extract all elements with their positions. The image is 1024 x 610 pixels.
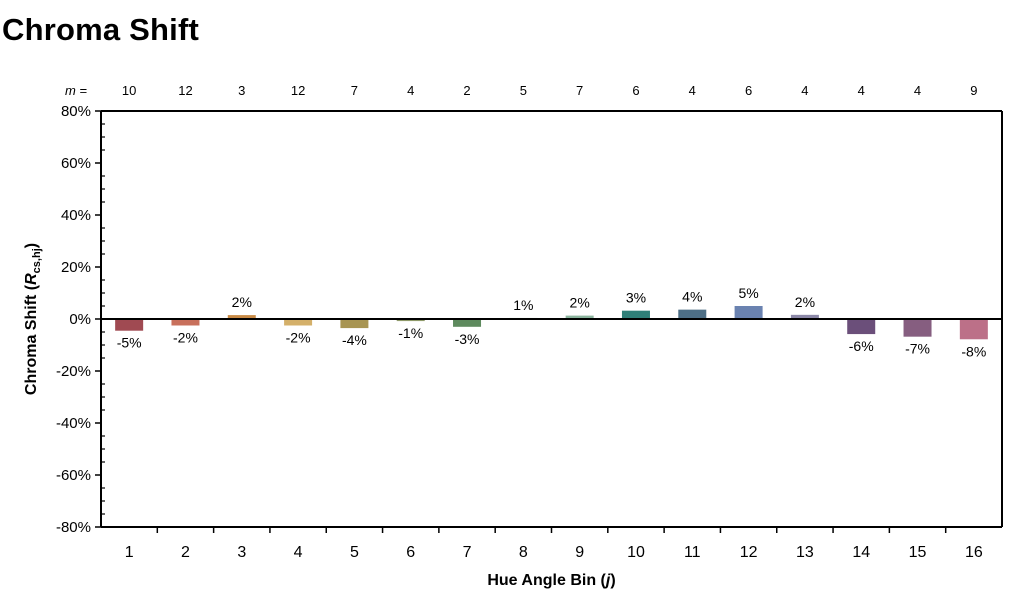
data-label-13: 2% <box>795 294 815 310</box>
x-tick-label-12: 12 <box>740 544 758 561</box>
bar-10 <box>621 310 650 319</box>
m-value-11: 4 <box>689 83 696 98</box>
m-value-6: 4 <box>407 83 414 98</box>
m-value-13: 4 <box>801 83 808 98</box>
bar-15 <box>903 319 932 337</box>
m-value-16: 9 <box>970 83 977 98</box>
data-label-8: 1% <box>513 297 533 313</box>
x-tick-label-14: 14 <box>852 544 870 561</box>
y-tick-label: -20% <box>56 363 91 380</box>
bar-13 <box>790 314 819 319</box>
data-label-11: 4% <box>682 289 702 305</box>
bar-4 <box>284 319 313 326</box>
x-tick-label-13: 13 <box>796 544 814 561</box>
m-value-1: 10 <box>122 83 136 98</box>
x-tick-label-7: 7 <box>463 544 472 561</box>
y-tick-label: 60% <box>61 155 91 172</box>
m-value-12: 6 <box>745 83 752 98</box>
x-axis-title: Hue Angle Bin (j) <box>487 572 615 589</box>
bar-2 <box>171 319 200 326</box>
m-value-8: 5 <box>520 83 527 98</box>
bar-14 <box>847 319 876 335</box>
x-tick-label-3: 3 <box>237 544 246 561</box>
x-tick-label-8: 8 <box>519 544 528 561</box>
m-row-label: m = <box>65 83 87 98</box>
data-label-12: 5% <box>738 285 758 301</box>
bar-7 <box>453 319 482 327</box>
y-axis-title: Chroma Shift (Rcs,hj) <box>23 243 43 395</box>
data-label-5: -4% <box>342 332 367 348</box>
bar-16 <box>959 319 988 340</box>
x-tick-label-6: 6 <box>406 544 415 561</box>
x-tick-label-4: 4 <box>294 544 303 561</box>
m-value-9: 7 <box>576 83 583 98</box>
y-tick-label: -80% <box>56 519 91 536</box>
m-value-15: 4 <box>914 83 921 98</box>
x-tick-label-11: 11 <box>684 544 701 561</box>
x-tick-label-2: 2 <box>181 544 190 561</box>
m-value-2: 12 <box>178 83 192 98</box>
data-label-2: -2% <box>173 330 198 346</box>
bar-6 <box>396 319 425 322</box>
m-value-7: 2 <box>463 83 470 98</box>
m-value-14: 4 <box>858 83 865 98</box>
data-label-4: -2% <box>286 330 311 346</box>
y-tick-label: 0% <box>69 311 91 328</box>
bar-12 <box>734 306 763 319</box>
chart-title: Chroma Shift <box>2 12 200 47</box>
data-label-16: -8% <box>961 343 986 359</box>
x-tick-label-15: 15 <box>909 544 927 561</box>
data-label-15: -7% <box>905 341 930 357</box>
y-tick-label: -60% <box>56 467 91 484</box>
bar-5 <box>340 319 369 329</box>
data-label-1: -5% <box>117 335 142 351</box>
data-label-10: 3% <box>626 290 646 306</box>
y-tick-label: 40% <box>61 207 91 224</box>
y-tick-label: -40% <box>56 415 91 432</box>
data-label-7: -3% <box>455 331 480 347</box>
x-tick-label-5: 5 <box>350 544 359 561</box>
bar-11 <box>678 309 707 319</box>
x-tick-label-9: 9 <box>575 544 584 561</box>
y-tick-label: 80% <box>61 103 91 120</box>
data-label-14: -6% <box>849 338 874 354</box>
data-label-3: 2% <box>232 294 252 310</box>
data-label-9: 2% <box>570 295 590 311</box>
x-tick-label-10: 10 <box>627 544 645 561</box>
x-tick-label-1: 1 <box>125 544 134 561</box>
data-label-6: -1% <box>398 325 423 341</box>
bar-9 <box>565 315 594 319</box>
bar-1 <box>115 319 144 331</box>
x-tick-label-16: 16 <box>965 544 983 561</box>
m-value-5: 7 <box>351 83 358 98</box>
bar-3 <box>227 315 256 319</box>
m-value-10: 6 <box>632 83 639 98</box>
m-value-3: 3 <box>238 83 245 98</box>
m-value-4: 12 <box>291 83 305 98</box>
y-tick-label: 20% <box>61 259 91 276</box>
